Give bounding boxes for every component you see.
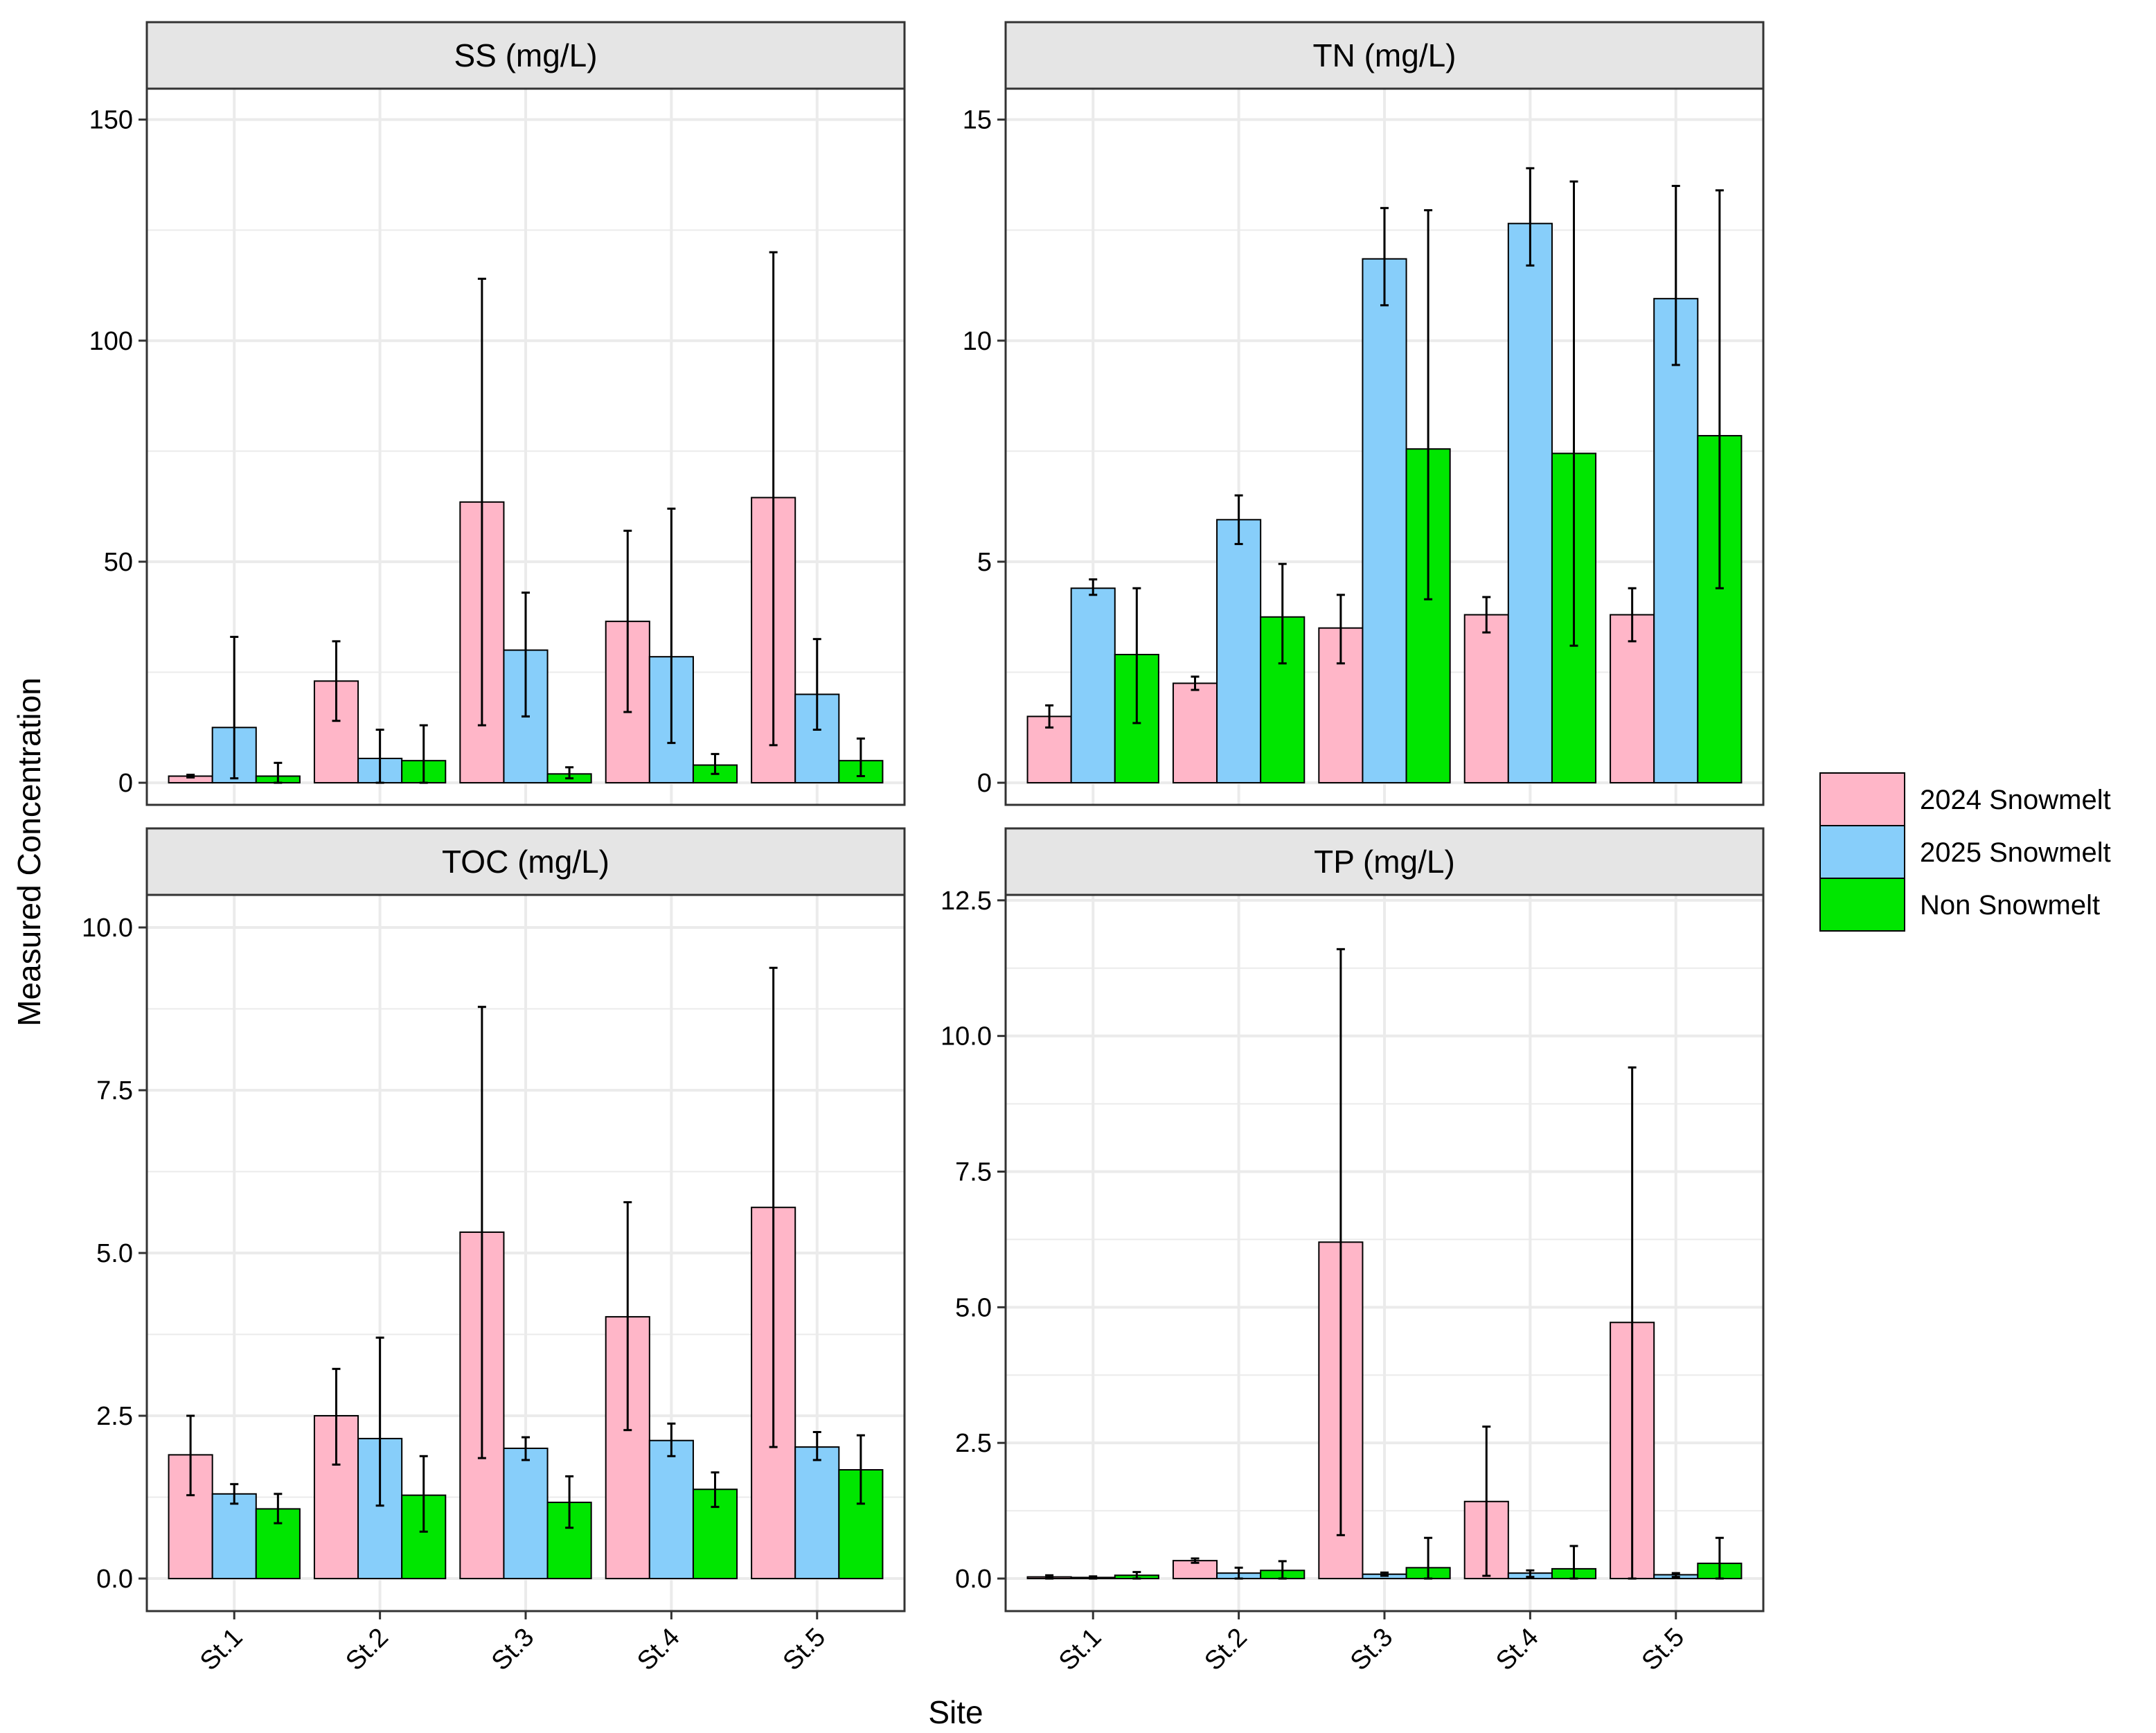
y-tick-label: 10.0 [82, 914, 133, 943]
bar [1172, 1560, 1218, 1579]
y-tick-label: 5 [977, 548, 992, 577]
y-tick-label: 0.0 [955, 1565, 992, 1594]
y-tick-label: 0.0 [96, 1565, 133, 1594]
panel-title: TP (mg/L) [1314, 844, 1455, 880]
bar [503, 1448, 549, 1579]
y-tick-label: 0 [977, 769, 992, 798]
legend-key [1819, 825, 1905, 879]
bar [648, 1439, 694, 1579]
legend-key [1819, 772, 1905, 826]
panel-title: TOC (mg/L) [442, 844, 609, 880]
bar [1172, 682, 1218, 784]
y-tick-label: 15 [963, 106, 992, 135]
bar [1463, 614, 1509, 784]
panel-strip [145, 21, 906, 90]
bar [838, 1469, 884, 1580]
bar [1507, 222, 1553, 784]
y-tick-label: 7.5 [96, 1076, 133, 1105]
panel-title: TN (mg/L) [1313, 37, 1456, 73]
panel-border [145, 87, 906, 806]
panel-strip [145, 827, 906, 896]
legend-label: 2025 Snowmelt [1920, 837, 2111, 868]
bar [1653, 298, 1699, 784]
y-tick-label: 5.0 [96, 1239, 133, 1268]
y-tick-label: 100 [89, 327, 133, 356]
legend-key [1819, 878, 1905, 932]
panel-4: TP (mg/L)0.02.55.07.510.012.5St.1 St.2 St.… [941, 827, 1765, 1676]
legend: 2024 Snowmelt 2025 Snowmelt Non Snowmelt [1819, 772, 2111, 932]
y-tick-label: 150 [89, 106, 133, 135]
panel-strip [1004, 21, 1765, 90]
y-tick-label: 0 [118, 769, 133, 798]
y-tick-label: 2.5 [955, 1429, 992, 1458]
bar [211, 1493, 257, 1580]
bar [1362, 258, 1407, 784]
y-axis-title: Measured Concentration [11, 677, 47, 1027]
bar [794, 1446, 840, 1580]
panel-border [1004, 87, 1765, 806]
panel-title: SS (mg/L) [454, 37, 597, 73]
panel-2: TN (mg/L) 0 5 10 15 [963, 21, 1765, 806]
bar [1070, 587, 1116, 784]
y-tick-label: 7.5 [955, 1158, 992, 1187]
panel-1: SS (mg/L) 0 50 100 150 [89, 21, 906, 806]
x-axis-title: Site [928, 1694, 983, 1730]
y-tick-label: 5.0 [955, 1293, 992, 1322]
legend-label: 2024 Snowmelt [1920, 785, 2111, 815]
y-tick-label: 10.0 [941, 1022, 992, 1051]
y-tick-label: 50 [104, 548, 133, 577]
y-tick-label: 10 [963, 327, 992, 356]
y-tick-label: 12.5 [941, 887, 992, 916]
bar [1216, 519, 1262, 784]
panel-strip [1004, 827, 1765, 896]
legend-label: Non Snowmelt [1920, 890, 2100, 921]
panel-3: TOC (mg/L)0.02.55.07.510.0St.1 St.2 St.3 St… [82, 827, 906, 1676]
y-tick-label: 2.5 [96, 1402, 133, 1431]
